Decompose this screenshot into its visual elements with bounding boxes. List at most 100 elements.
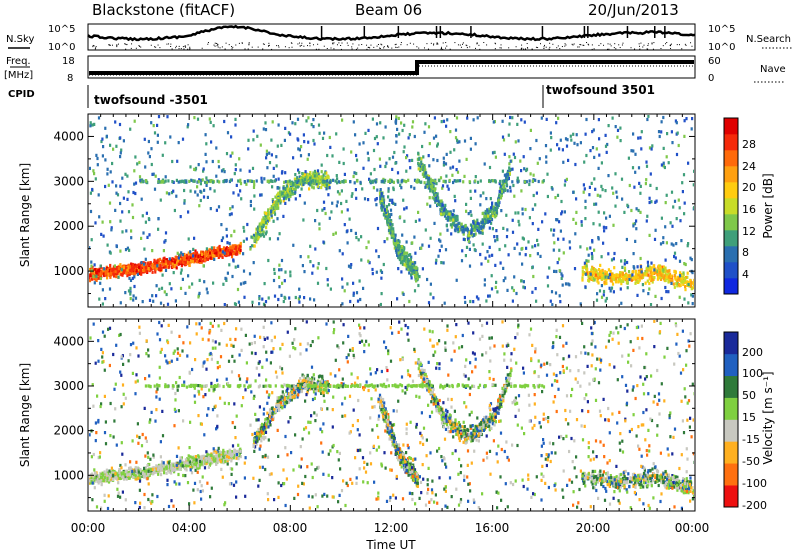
range-gate-cell: [114, 270, 117, 274]
range-gate-cell: [590, 273, 593, 277]
range-gate-cell: [693, 206, 694, 210]
range-gate-cell: [294, 295, 297, 300]
range-gate-cell: [249, 203, 252, 208]
range-gate-cell: [433, 197, 436, 201]
range-gate-cell: [517, 139, 520, 143]
range-gate-cell: [506, 176, 509, 180]
noise-search-point: [248, 42, 250, 44]
range-gate-cell: [349, 180, 352, 184]
range-gate-cell: [441, 203, 444, 207]
range-gate-cell: [101, 288, 104, 292]
range-gate-cell: [298, 171, 301, 175]
range-gate-cell: [654, 200, 657, 204]
range-gate-cell: [141, 214, 144, 218]
range-gate-cell: [435, 134, 438, 138]
range-gate-cell: [476, 228, 479, 232]
range-gate-cell: [116, 193, 120, 197]
range-gate-cell: [278, 186, 281, 190]
noise-search-point: [178, 45, 180, 47]
range-gate-cell: [662, 236, 665, 240]
range-gate-cell: [678, 274, 682, 278]
range-gate-cell: [691, 271, 694, 275]
range-gate-cell: [129, 278, 133, 282]
noise-search-point: [155, 46, 157, 48]
range-gate-cell: [217, 159, 220, 164]
noise-search-point: [178, 48, 180, 50]
range-gate-cell: [251, 300, 254, 304]
range-gate-cell: [484, 209, 487, 214]
range-gate-cell: [288, 296, 291, 300]
range-gate-cell: [536, 238, 539, 242]
range-gate-cell: [270, 204, 273, 209]
range-gate-cell: [170, 287, 173, 291]
noise-search-point: [608, 48, 610, 50]
range-gate-cell: [383, 180, 386, 184]
range-gate-cell: [435, 182, 438, 186]
range-gate-cell: [328, 216, 331, 220]
range-gate-cell: [139, 269, 142, 273]
range-gate-cell: [127, 266, 130, 270]
range-gate-cell: [299, 255, 302, 259]
range-gate-cell: [597, 118, 600, 122]
range-gate-cell: [458, 225, 461, 229]
range-gate-cell: [210, 248, 213, 252]
range-gate-cell: [153, 258, 156, 262]
range-gate-cell: [542, 179, 545, 183]
range-gate-cell: [266, 212, 269, 216]
noise-search-point: [131, 43, 133, 45]
range-gate-cell: [645, 219, 648, 223]
range-gate-cell: [599, 263, 602, 267]
range-gate-cell: [509, 189, 512, 193]
range-gate-cell: [602, 241, 605, 245]
range-gate-cell: [191, 282, 194, 286]
range-gate-cell: [519, 159, 522, 163]
range-gate-cell: [690, 281, 693, 285]
noise-search-point: [189, 48, 191, 50]
range-gate-cell: [322, 173, 325, 177]
range-gate-cell: [209, 120, 212, 124]
range-gate-cell: [390, 231, 393, 235]
range-gate-cell: [501, 135, 505, 139]
range-gate-cell: [157, 178, 160, 182]
range-gate-cell: [593, 248, 596, 252]
range-gate-cell: [297, 181, 300, 185]
range-gate-cell: [284, 193, 287, 197]
range-gate-cell: [413, 178, 417, 182]
range-gate-cell: [498, 193, 501, 197]
range-gate-cell: [651, 280, 654, 284]
range-gate-cell: [388, 225, 391, 229]
range-gate-cell: [477, 297, 480, 301]
range-gate-cell: [127, 289, 131, 293]
range-gate-cell: [299, 154, 303, 158]
range-gate-cell: [279, 201, 282, 205]
range-gate-cell: [309, 260, 312, 264]
range-gate-cell: [565, 177, 568, 181]
range-gate-cell: [689, 256, 692, 260]
range-gate-cell: [659, 277, 663, 281]
range-gate-cell: [564, 179, 567, 183]
range-gate-cell: [495, 280, 498, 284]
range-gate-cell: [164, 179, 167, 183]
range-gate-cell: [187, 262, 191, 266]
range-gate-cell: [612, 191, 615, 195]
range-gate-cell: [285, 197, 288, 201]
range-gate-cell: [669, 279, 672, 283]
range-gate-cell: [194, 166, 198, 170]
range-gate-cell: [560, 212, 563, 216]
range-gate-cell: [443, 212, 446, 216]
range-gate-cell: [96, 156, 99, 161]
noise-search-point: [494, 48, 496, 50]
range-gate-cell: [326, 174, 329, 178]
range-gate-cell: [302, 218, 305, 222]
range-gate-cell: [341, 302, 344, 306]
range-gate-cell: [670, 242, 673, 246]
noise-search-point: [479, 48, 481, 50]
noise-search-point: [298, 42, 300, 44]
range-gate-cell: [233, 229, 236, 233]
noise-search-point: [525, 48, 527, 50]
range-gate-cell: [456, 140, 459, 144]
range-gate-cell: [414, 219, 417, 223]
range-gate-cell: [380, 192, 383, 196]
range-gate-cell: [379, 121, 382, 125]
range-gate-cell: [144, 264, 147, 268]
